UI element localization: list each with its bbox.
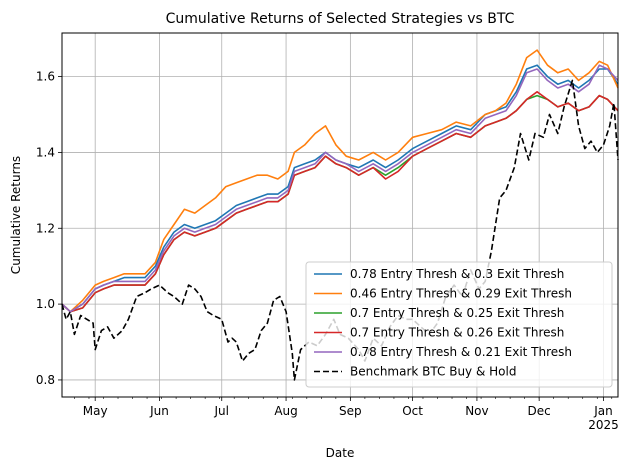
plot-frame — [61, 32, 619, 398]
x-tick-label: Oct — [402, 404, 423, 418]
x-tick-year-label: 2025 — [588, 418, 619, 432]
y-ticks: 0.8 1.0 1.2 1.4 1.6 — [36, 70, 62, 387]
x-axis-label: Date — [326, 446, 355, 460]
series-line-5 — [61, 64, 619, 313]
y-tick-label: 1.4 — [36, 145, 55, 159]
legend-label: 0.78 Entry Thresh & 0.21 Exit Thresh — [350, 345, 572, 359]
series-line-4 — [61, 91, 619, 313]
x-tick-label: Nov — [465, 404, 488, 418]
legend-label: 0.78 Entry Thresh & 0.3 Exit Thresh — [350, 267, 564, 281]
x-tick-label: Jan — [593, 404, 613, 418]
legend-label: Benchmark BTC Buy & Hold — [350, 365, 516, 379]
x-tick-label: Jun — [149, 404, 169, 418]
x-tick-label: Sep — [339, 404, 362, 418]
x-tick-label: Aug — [274, 404, 297, 418]
legend-label: 0.46 Entry Thresh & 0.29 Exit Thresh — [350, 287, 572, 301]
chart-title: Cumulative Returns of Selected Strategie… — [166, 11, 515, 27]
series-line-2 — [61, 49, 619, 313]
series-line-6 — [61, 79, 619, 381]
legend-label: 0.7 Entry Thresh & 0.25 Exit Thresh — [350, 306, 564, 320]
y-tick-label: 1.2 — [36, 221, 55, 235]
x-tick-label: Dec — [528, 404, 551, 418]
series-line-1 — [61, 64, 619, 313]
x-tick-label: May — [83, 404, 108, 418]
legend-label: 0.7 Entry Thresh & 0.26 Exit Thresh — [350, 326, 564, 340]
series-layer — [61, 49, 619, 381]
y-tick-label: 0.8 — [36, 373, 55, 387]
y-tick-label: 1.0 — [36, 297, 55, 311]
legend: 0.78 Entry Thresh & 0.3 Exit Thresh 0.46 … — [305, 261, 613, 388]
x-tick-label: Jul — [214, 404, 229, 418]
legend-box — [305, 261, 613, 388]
y-axis-label: Cumulative Returns — [9, 156, 23, 274]
y-tick-label: 1.6 — [36, 70, 55, 84]
